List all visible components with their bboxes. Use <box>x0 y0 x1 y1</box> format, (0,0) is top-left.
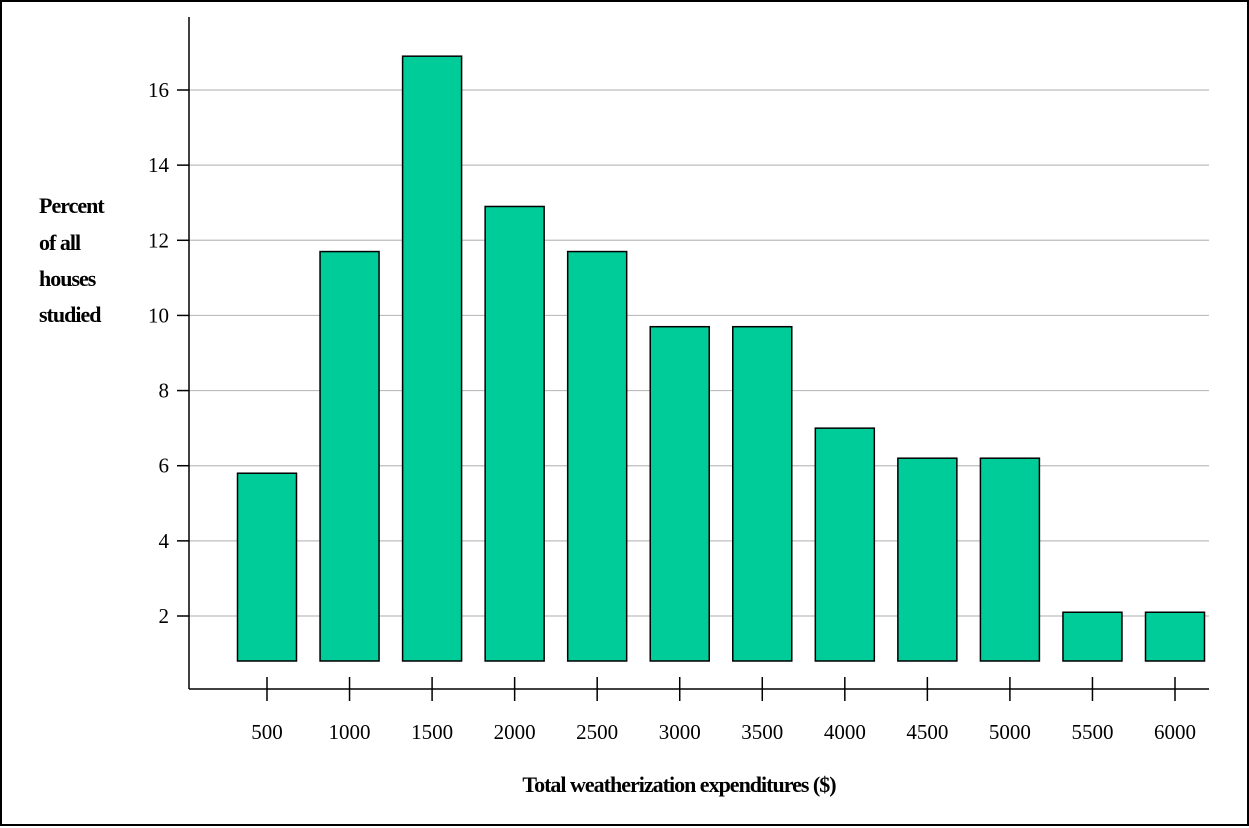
x-tick-label: 5500 <box>1071 720 1113 744</box>
bar <box>814 427 876 662</box>
bar <box>1144 611 1206 662</box>
x-tick-label: 4000 <box>824 720 866 744</box>
x-tick-label: 3500 <box>741 720 783 744</box>
bar <box>484 205 545 662</box>
axes <box>188 17 1209 690</box>
y-axis-title-line-4: studied <box>39 302 101 327</box>
y-tick-label: 12 <box>148 228 169 252</box>
x-tick-label: 6000 <box>1154 720 1196 744</box>
x-tick-label: 2500 <box>576 720 618 744</box>
x-tick-label: 500 <box>251 720 283 744</box>
bar <box>732 325 793 662</box>
bar <box>979 457 1041 662</box>
x-tick-label: 4500 <box>906 720 948 744</box>
x-ticks: 500 1000 1500 2000 2500 3000 3500 4000 4500 5000 5… <box>251 677 1196 744</box>
y-tick-label: 4 <box>159 529 170 553</box>
y-axis-title-line-3: houses <box>39 266 97 291</box>
y-tick-label: 10 <box>148 303 169 327</box>
x-axis-title: Total weatherization expenditures ($) <box>522 772 836 797</box>
bars <box>236 55 1206 662</box>
y-tick-label: 14 <box>148 153 170 177</box>
x-tick-label: 5000 <box>989 720 1031 744</box>
bar <box>401 55 463 662</box>
bar <box>897 457 958 662</box>
x-tick-label: 1500 <box>411 720 453 744</box>
y-tick-label: 8 <box>159 379 170 403</box>
y-axis-title-line-2: of all <box>39 230 81 255</box>
y-axis-title-line-1: Percent <box>39 193 105 218</box>
bar <box>236 472 298 662</box>
x-tick-label: 3000 <box>659 720 701 744</box>
x-tick-label: 1000 <box>329 720 371 744</box>
y-tick-label: 2 <box>159 604 170 628</box>
y-tick-label: 16 <box>148 78 169 102</box>
y-tick-label: 6 <box>159 454 170 478</box>
bar <box>1062 611 1123 662</box>
bar <box>566 250 628 662</box>
y-ticks: 2 4 6 8 10 12 14 16 <box>148 78 189 628</box>
bar <box>649 325 710 662</box>
x-tick-label: 2000 <box>494 720 536 744</box>
y-axis-title: Percent of all houses studied <box>39 193 106 327</box>
bar <box>319 250 380 662</box>
